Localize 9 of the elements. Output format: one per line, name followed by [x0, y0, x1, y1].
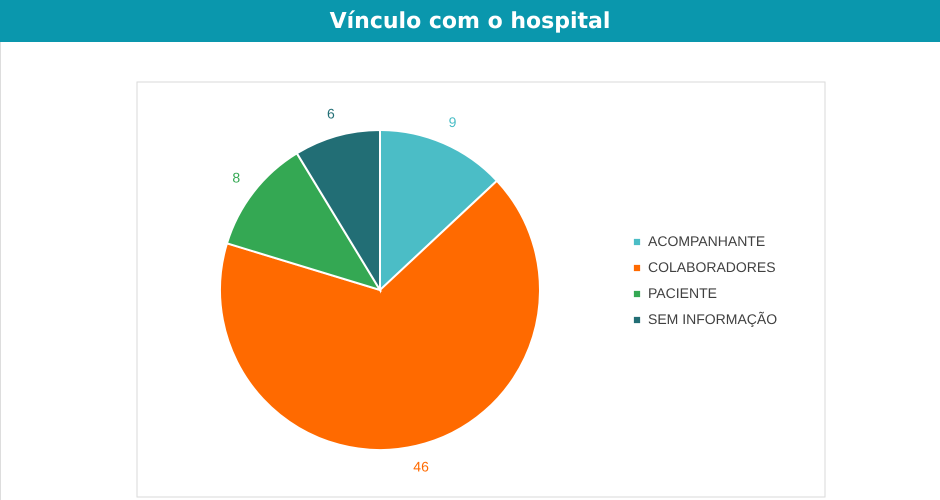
data-label: 46	[413, 458, 430, 474]
legend-label: SEM INFORMAÇÃO	[648, 311, 778, 327]
data-label: 8	[232, 169, 240, 186]
legend-label: ACOMPANHANTE	[648, 233, 766, 249]
chart-title: Vínculo com o hospital	[330, 9, 610, 34]
data-label: 9	[448, 114, 457, 130]
data-label: 6	[327, 106, 335, 122]
legend-label: COLABORADORES	[648, 259, 776, 275]
legend-label: PACIENTE	[648, 285, 717, 301]
